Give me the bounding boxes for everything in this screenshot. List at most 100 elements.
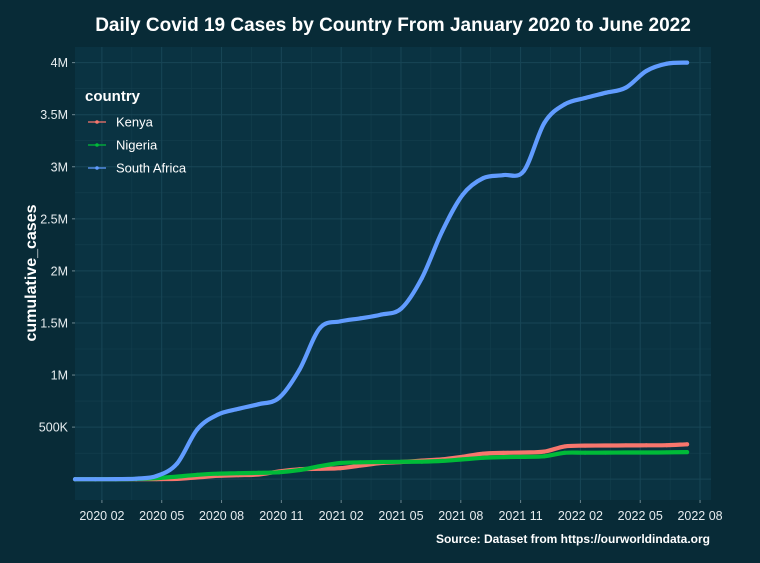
data-point-south-africa bbox=[583, 96, 588, 100]
legend: country Kenya Nigeria South Africa bbox=[85, 88, 187, 176]
data-point-nigeria bbox=[195, 472, 200, 477]
data-point-nigeria bbox=[317, 464, 322, 469]
plot-panel bbox=[75, 47, 711, 500]
data-point-kenya bbox=[685, 442, 690, 447]
source-caption: Source: Dataset from https://ourworldind… bbox=[436, 532, 710, 546]
data-point-south-africa bbox=[93, 477, 98, 482]
y-tick-label: 1M bbox=[51, 369, 68, 383]
data-point-nigeria bbox=[358, 460, 363, 465]
y-tick-label: 2M bbox=[51, 264, 68, 278]
data-point-nigeria bbox=[685, 450, 690, 455]
data-point-nigeria bbox=[379, 460, 383, 464]
legend-item-kenya: Kenya bbox=[88, 115, 154, 130]
data-point-kenya bbox=[542, 449, 547, 454]
data-point-south-africa bbox=[134, 476, 139, 481]
data-point-kenya bbox=[481, 451, 486, 456]
data-point-nigeria bbox=[644, 450, 649, 455]
data-point-nigeria bbox=[215, 471, 220, 476]
y-axis-title: cumulative_cases bbox=[23, 204, 40, 341]
data-point-south-africa bbox=[440, 229, 445, 234]
data-point-nigeria bbox=[623, 450, 628, 455]
legend-key-point bbox=[95, 143, 99, 147]
x-tick-label: 2020 08 bbox=[199, 509, 244, 523]
x-tick-label: 2022 08 bbox=[677, 509, 722, 523]
x-tick-label: 2020 05 bbox=[139, 509, 184, 523]
data-point-nigeria bbox=[297, 468, 302, 473]
data-point-nigeria bbox=[277, 470, 281, 475]
data-point-south-africa bbox=[521, 168, 526, 173]
x-tick-label: 2022 02 bbox=[558, 509, 603, 523]
data-point-south-africa bbox=[399, 306, 404, 311]
legend-label: Nigeria bbox=[116, 138, 158, 153]
data-point-south-africa bbox=[256, 402, 261, 407]
data-point-nigeria bbox=[460, 457, 465, 462]
x-tick-label: 2020 02 bbox=[79, 509, 124, 523]
data-point-nigeria bbox=[603, 450, 608, 455]
data-point-south-africa bbox=[215, 412, 220, 417]
data-point-kenya bbox=[521, 450, 526, 455]
data-point-south-africa bbox=[358, 316, 363, 321]
data-point-nigeria bbox=[256, 470, 261, 475]
data-point-south-africa bbox=[623, 85, 628, 90]
data-point-south-africa bbox=[113, 477, 118, 482]
data-point-kenya bbox=[501, 450, 506, 455]
data-point-nigeria bbox=[521, 454, 526, 459]
data-point-south-africa bbox=[236, 406, 241, 411]
legend-key-point bbox=[95, 120, 99, 124]
y-tick-label: 3M bbox=[51, 160, 68, 174]
data-point-nigeria bbox=[175, 474, 179, 479]
data-point-kenya bbox=[358, 463, 363, 468]
data-point-nigeria bbox=[664, 450, 669, 455]
chart-title: Daily Covid 19 Cases by Country From Jan… bbox=[95, 15, 691, 36]
data-point-nigeria bbox=[440, 458, 445, 463]
data-point-south-africa bbox=[338, 319, 343, 324]
data-point-kenya bbox=[623, 443, 628, 448]
x-tick-label: 2021 11 bbox=[498, 509, 542, 523]
data-point-south-africa bbox=[501, 173, 506, 178]
data-point-kenya bbox=[664, 443, 669, 448]
x-tick-label: 2021 05 bbox=[378, 509, 423, 523]
data-point-south-africa bbox=[317, 326, 322, 331]
data-point-nigeria bbox=[481, 455, 486, 460]
data-point-south-africa bbox=[603, 90, 608, 95]
legend-title: country bbox=[85, 88, 141, 105]
data-point-nigeria bbox=[399, 459, 404, 464]
data-point-south-africa bbox=[154, 474, 159, 478]
data-point-south-africa bbox=[542, 121, 547, 125]
data-point-south-africa bbox=[277, 395, 281, 400]
data-point-nigeria bbox=[542, 454, 547, 459]
y-tick-label: 4M bbox=[51, 56, 68, 70]
data-point-kenya bbox=[644, 443, 649, 448]
y-tick-label: 1.5M bbox=[40, 316, 68, 330]
data-point-south-africa bbox=[297, 367, 302, 372]
y-tick-label: 3.5M bbox=[40, 108, 68, 122]
grid-major bbox=[75, 47, 711, 500]
data-point-south-africa bbox=[379, 312, 383, 317]
y-tick-label: 500K bbox=[39, 421, 69, 435]
data-point-south-africa bbox=[644, 69, 649, 73]
x-axis-ticks: 2020 02 2020 05 2020 08 2020 11 2021 02 2021 … bbox=[79, 500, 723, 523]
legend-key-point bbox=[95, 166, 99, 170]
data-point-south-africa bbox=[664, 61, 669, 66]
x-tick-label: 2021 08 bbox=[438, 509, 483, 523]
data-point-south-africa bbox=[195, 427, 200, 432]
data-point-nigeria bbox=[583, 450, 588, 455]
legend-item-south-africa: South Africa bbox=[88, 161, 187, 176]
y-axis-ticks: 500K 1M 1.5M 2M 2.5M 3M 3.5M 4M bbox=[39, 56, 75, 435]
data-point-south-africa bbox=[73, 477, 77, 482]
data-point-south-africa bbox=[460, 192, 465, 197]
data-point-south-africa bbox=[175, 461, 179, 466]
data-point-kenya bbox=[338, 466, 343, 471]
legend-label: South Africa bbox=[116, 161, 187, 176]
data-point-nigeria bbox=[338, 461, 343, 465]
data-point-kenya bbox=[583, 443, 588, 448]
y-tick-label: 2.5M bbox=[40, 212, 68, 226]
data-point-kenya bbox=[562, 444, 567, 449]
data-point-south-africa bbox=[685, 60, 690, 65]
x-tick-label: 2021 02 bbox=[319, 509, 364, 523]
data-point-south-africa bbox=[481, 176, 486, 181]
data-point-nigeria bbox=[236, 471, 241, 476]
legend-items: Kenya Nigeria South Africa bbox=[88, 115, 187, 176]
legend-label: Kenya bbox=[116, 115, 154, 130]
data-point-nigeria bbox=[419, 459, 424, 464]
